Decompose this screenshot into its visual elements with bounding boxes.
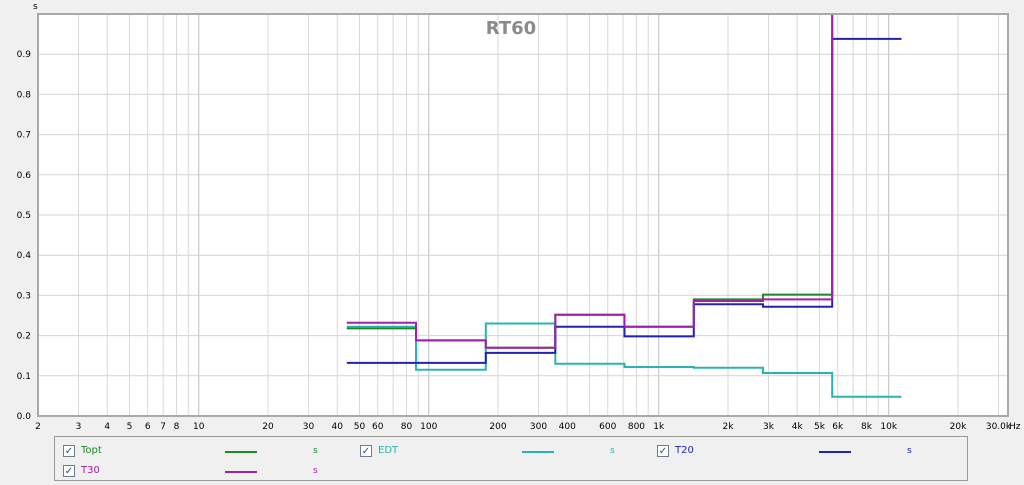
- x-tick-label: 6: [145, 422, 151, 432]
- x-tick-label: 4k: [792, 422, 804, 432]
- series-line-edt: [346, 322, 902, 398]
- y-tick-label: 0.7: [17, 131, 31, 141]
- plot-area: [346, 14, 902, 398]
- x-tick-label: 1k: [653, 422, 665, 432]
- legend-checkbox[interactable]: ✓: [657, 445, 669, 457]
- y-axis-ticks: 0.0 0.1 0.2 0.3 0.4 0.5 0.6 0.7 0.8 0.9: [17, 50, 32, 422]
- legend-swatch-line: [225, 451, 257, 453]
- chart-title: RT60: [486, 18, 536, 39]
- x-tick-label: 3: [76, 422, 82, 432]
- x-tick-label: 6k: [832, 422, 844, 432]
- legend-item-t30: ✓ T30 s: [63, 463, 353, 481]
- y-tick-label: 0.4: [17, 251, 32, 261]
- x-tick-label: 20: [262, 422, 274, 432]
- x-tick-label: 10k: [880, 422, 897, 432]
- legend-item-t20: ✓ T20 s: [657, 443, 947, 461]
- rt60-chart: 2 3 4 5 6 7 8 10 20 30 40 50 60 80 100 200 300 400 600 800 1…: [17, 2, 1021, 432]
- x-tick-label: 4: [104, 422, 110, 432]
- legend-swatch-line: [819, 451, 851, 453]
- x-tick-label: 2: [35, 422, 41, 432]
- x-tick-label: 20k: [950, 422, 967, 432]
- y-tick-label: 0.2: [17, 332, 31, 342]
- grid: [38, 14, 1008, 416]
- legend-unit: s: [313, 446, 318, 456]
- series-line-t20: [346, 37, 902, 364]
- x-axis-unit-label: Hz: [1009, 422, 1021, 432]
- x-tick-label: 8: [174, 422, 180, 432]
- series-line-t30: [346, 14, 834, 349]
- legend-swatch-line: [522, 451, 554, 453]
- legend-label: T30: [81, 465, 100, 476]
- legend-unit: s: [313, 466, 318, 476]
- y-tick-label: 0.8: [17, 90, 32, 100]
- legend-item-topt: ✓ Topt s: [63, 443, 353, 461]
- x-tick-label: 10: [193, 422, 205, 432]
- legend-checkbox[interactable]: ✓: [63, 465, 75, 477]
- x-axis-ticks: 2 3 4 5 6 7 8 10 20 30 40 50 60 80 100 200 300 400 600 800 1…: [35, 422, 1012, 432]
- legend-unit: s: [907, 446, 912, 456]
- y-tick-label: 0.1: [17, 372, 31, 382]
- x-tick-label: 800: [628, 422, 645, 432]
- x-tick-label: 40: [332, 422, 344, 432]
- legend-item-edt: ✓ EDT s: [360, 443, 650, 461]
- y-tick-label: 0.3: [17, 291, 31, 301]
- x-tick-label: 300: [530, 422, 547, 432]
- x-tick-label: 600: [599, 422, 616, 432]
- y-tick-label: 0.6: [17, 171, 32, 181]
- x-tick-label: 100: [420, 422, 437, 432]
- x-tick-label: 7: [160, 422, 166, 432]
- legend-label: Topt: [81, 445, 102, 456]
- x-tick-label: 80: [401, 422, 413, 432]
- x-tick-label: 5k: [814, 422, 826, 432]
- legend-swatch-line: [225, 471, 257, 473]
- x-tick-label: 30: [303, 422, 315, 432]
- legend-label: T20: [675, 445, 694, 456]
- y-axis-unit-label: s: [33, 2, 38, 12]
- x-tick-label: 30.0k: [986, 422, 1012, 432]
- legend-checkbox[interactable]: ✓: [63, 445, 75, 457]
- x-tick-label: 3k: [763, 422, 775, 432]
- y-tick-label: 0.0: [17, 412, 32, 422]
- y-tick-label: 0.9: [17, 50, 32, 60]
- x-tick-label: 8k: [861, 422, 873, 432]
- x-tick-label: 200: [489, 422, 506, 432]
- x-tick-label: 2k: [723, 422, 735, 432]
- x-tick-label: 5: [127, 422, 133, 432]
- legend-label: EDT: [378, 445, 399, 456]
- y-tick-label: 0.5: [17, 211, 31, 221]
- legend-checkbox[interactable]: ✓: [360, 445, 372, 457]
- legend-panel: ✓ Topt s ✓ EDT s ✓ T20 s ✓ T30 s: [54, 436, 968, 481]
- plot-frame: [37, 13, 1009, 417]
- x-tick-label: 60: [372, 422, 384, 432]
- x-tick-label: 50: [354, 422, 366, 432]
- x-tick-label: 400: [559, 422, 576, 432]
- legend-unit: s: [610, 446, 615, 456]
